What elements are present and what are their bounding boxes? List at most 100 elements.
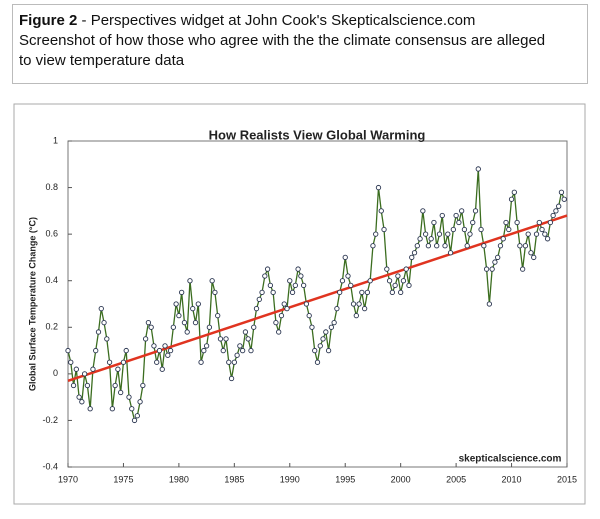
data-point xyxy=(90,366,96,372)
data-point xyxy=(436,231,443,237)
data-point xyxy=(447,250,454,256)
data-point xyxy=(384,266,390,272)
caption-line: to view temperature data xyxy=(19,52,185,69)
data-point xyxy=(334,306,340,312)
y-tick-label: 0.4 xyxy=(45,275,58,285)
data-point xyxy=(506,226,512,233)
data-point xyxy=(167,347,174,354)
caption: Figure 2 - Perspectives widget at John C… xyxy=(12,4,588,84)
data-point xyxy=(464,243,470,249)
data-point xyxy=(350,301,357,307)
data-point xyxy=(508,196,515,202)
data-point xyxy=(314,359,321,365)
data-point xyxy=(414,243,420,249)
data-point xyxy=(190,306,196,312)
data-point xyxy=(398,289,404,296)
data-point xyxy=(192,319,199,326)
data-point xyxy=(450,226,456,233)
data-point xyxy=(434,243,440,249)
data-point xyxy=(198,359,204,365)
trend-line xyxy=(67,214,568,383)
data-point xyxy=(511,189,517,195)
data-point xyxy=(259,289,265,296)
data-point xyxy=(489,266,495,272)
data-point xyxy=(481,243,487,249)
data-point xyxy=(547,219,554,226)
caption-line: Screenshot of how those who agree with t… xyxy=(19,32,546,49)
x-tick-label: 2015 xyxy=(557,474,577,484)
data-point xyxy=(65,347,71,354)
data-point xyxy=(281,301,287,307)
data-point xyxy=(118,389,124,396)
data-point xyxy=(325,347,332,354)
data-point xyxy=(203,343,210,349)
data-point xyxy=(320,336,326,342)
data-point xyxy=(137,399,143,405)
data-point xyxy=(389,289,395,296)
data-point xyxy=(378,208,384,214)
data-point xyxy=(309,324,315,330)
data-point xyxy=(148,324,154,330)
data-point xyxy=(84,382,91,389)
data-point xyxy=(292,282,298,289)
data-point xyxy=(154,359,160,365)
data-point xyxy=(345,273,351,279)
data-point xyxy=(276,329,282,335)
data-point xyxy=(93,347,99,354)
data-point xyxy=(544,236,551,242)
data-point xyxy=(251,324,257,330)
data-point xyxy=(367,278,373,284)
data-point xyxy=(179,289,185,296)
data-point xyxy=(253,306,260,312)
data-point xyxy=(417,236,423,242)
x-tick-label: 1985 xyxy=(224,474,244,484)
x-tick-label: 2010 xyxy=(502,474,522,484)
data-point xyxy=(472,208,479,214)
data-point xyxy=(162,343,168,349)
data-point xyxy=(298,273,304,279)
data-point xyxy=(159,366,165,372)
data-point xyxy=(342,254,348,261)
chart-frame xyxy=(13,103,586,505)
data-point xyxy=(73,366,79,372)
data-point xyxy=(348,282,354,289)
data-point xyxy=(561,196,567,202)
data-point xyxy=(212,289,218,296)
data-point xyxy=(492,259,498,265)
watermark: skepticalscience.com xyxy=(459,454,562,465)
data-point xyxy=(187,278,193,284)
data-point xyxy=(478,226,484,233)
data-point xyxy=(256,296,262,302)
y-tick-label: 1 xyxy=(53,135,58,145)
data-point xyxy=(273,319,279,326)
x-tick-label: 2000 xyxy=(391,474,411,484)
data-point xyxy=(558,189,565,195)
data-point xyxy=(339,278,346,284)
data-point xyxy=(306,312,312,319)
data-point xyxy=(223,336,229,342)
data-point xyxy=(323,329,329,335)
data-point xyxy=(456,219,462,226)
data-point xyxy=(242,329,249,335)
y-tick-label: 0.2 xyxy=(45,322,58,332)
data-point xyxy=(267,282,274,289)
data-point xyxy=(70,382,77,389)
data-point xyxy=(248,347,254,354)
data-point xyxy=(461,226,468,233)
series-line xyxy=(67,168,565,423)
data-point xyxy=(519,266,526,272)
chart-title: How Realists View Global Warming xyxy=(209,127,426,142)
data-point xyxy=(79,399,85,405)
data-point xyxy=(514,219,520,226)
data-point xyxy=(115,366,121,372)
data-point xyxy=(106,359,113,365)
data-point xyxy=(201,347,207,354)
data-point xyxy=(120,359,127,365)
data-point xyxy=(317,343,323,349)
data-point xyxy=(453,212,459,219)
data-point xyxy=(140,382,146,389)
data-point xyxy=(373,231,379,237)
data-point xyxy=(98,306,104,312)
data-point xyxy=(403,266,409,272)
